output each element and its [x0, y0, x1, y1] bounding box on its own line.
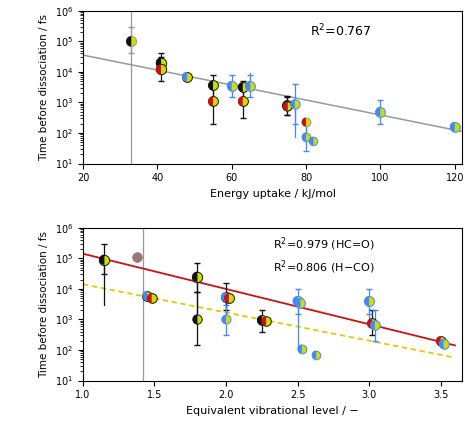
Text: R$^2$=0.767: R$^2$=0.767 — [310, 23, 371, 40]
Point — [210, 82, 217, 89]
Point — [283, 103, 291, 110]
Point — [239, 98, 246, 104]
Point — [302, 133, 310, 140]
Point — [225, 295, 233, 301]
Point — [302, 119, 310, 126]
Point — [258, 316, 265, 323]
Point — [365, 298, 373, 304]
Text: R$^2$=0.979 (HC=O): R$^2$=0.979 (HC=O) — [273, 235, 374, 253]
Point — [258, 316, 265, 323]
Point — [291, 100, 299, 107]
Point — [451, 123, 458, 130]
Point — [437, 338, 445, 344]
Point — [157, 59, 165, 66]
Point — [157, 66, 165, 73]
Point — [239, 83, 246, 90]
Point — [376, 108, 384, 115]
Point — [225, 295, 233, 301]
Text: R$^2$=0.806 (H$-$CO): R$^2$=0.806 (H$-$CO) — [273, 258, 374, 276]
Point — [144, 292, 151, 299]
Point — [100, 256, 108, 263]
Point — [294, 298, 301, 304]
Point — [148, 295, 155, 301]
Point — [128, 38, 135, 45]
Point — [376, 108, 384, 115]
Point — [183, 73, 191, 80]
Point — [312, 351, 320, 358]
Point — [262, 317, 270, 324]
Point — [365, 298, 373, 304]
Point — [440, 340, 447, 347]
Point — [100, 256, 108, 263]
Point — [228, 83, 236, 89]
Point — [297, 299, 304, 306]
Point — [368, 320, 376, 327]
Point — [283, 102, 291, 109]
Point — [368, 320, 376, 327]
Point — [298, 345, 306, 352]
Y-axis label: Time before dissociation / fs: Time before dissociation / fs — [39, 230, 49, 378]
Point — [246, 83, 254, 89]
Point — [183, 73, 191, 80]
Point — [222, 316, 230, 323]
Point — [239, 98, 246, 104]
Point — [262, 317, 270, 324]
Point — [283, 103, 291, 110]
Point — [310, 138, 317, 144]
Point — [371, 322, 379, 329]
Point — [222, 316, 230, 323]
Point — [239, 83, 246, 90]
Point — [437, 338, 445, 344]
Point — [128, 38, 135, 45]
Point — [194, 273, 201, 280]
Point — [222, 293, 230, 300]
Point — [210, 98, 217, 104]
Point — [194, 316, 201, 323]
Point — [440, 340, 447, 347]
Point — [371, 322, 379, 329]
Point — [210, 98, 217, 104]
Point — [302, 133, 310, 140]
Point — [144, 292, 151, 299]
Point — [310, 138, 317, 144]
Point — [228, 83, 236, 89]
Point — [157, 66, 165, 73]
Point — [157, 59, 165, 66]
Point — [302, 119, 310, 126]
Point — [148, 295, 155, 301]
Point — [246, 83, 254, 89]
X-axis label: Energy uptake / kJ/mol: Energy uptake / kJ/mol — [210, 189, 336, 199]
X-axis label: Equivalent vibrational level / −: Equivalent vibrational level / − — [186, 406, 359, 416]
Point — [134, 254, 141, 261]
Point — [451, 123, 458, 130]
Point — [194, 316, 201, 323]
Point — [210, 82, 217, 89]
Point — [283, 102, 291, 109]
Point — [312, 351, 320, 358]
Point — [291, 100, 299, 107]
Point — [297, 299, 304, 306]
Point — [194, 273, 201, 280]
Point — [222, 293, 230, 300]
Point — [294, 298, 301, 304]
Point — [298, 345, 306, 352]
Y-axis label: Time before dissociation / fs: Time before dissociation / fs — [39, 14, 49, 161]
